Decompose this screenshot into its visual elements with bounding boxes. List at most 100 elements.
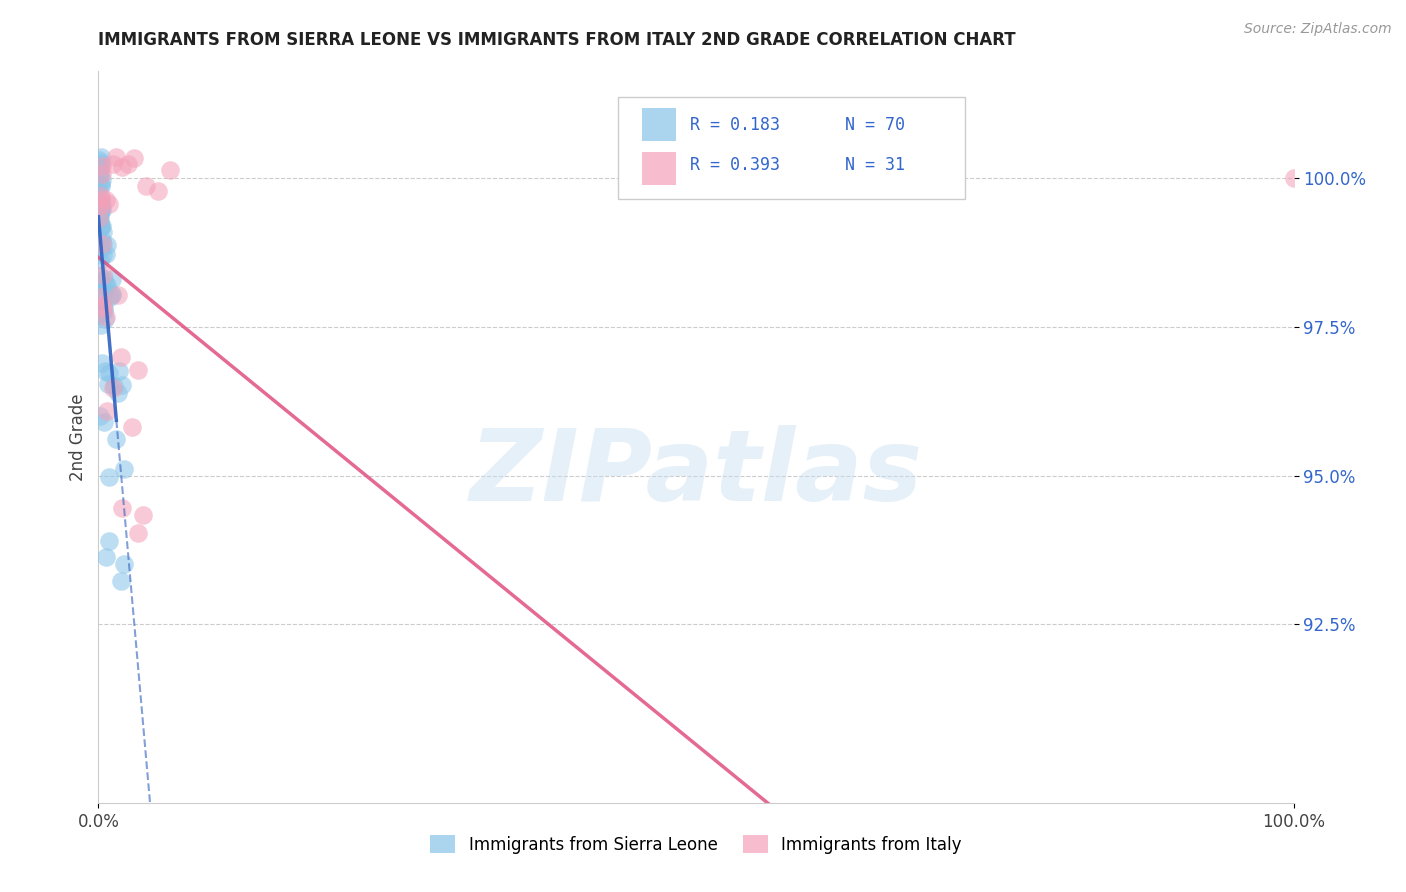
Text: Source: ZipAtlas.com: Source: ZipAtlas.com xyxy=(1244,22,1392,37)
Text: IMMIGRANTS FROM SIERRA LEONE VS IMMIGRANTS FROM ITALY 2ND GRADE CORRELATION CHAR: IMMIGRANTS FROM SIERRA LEONE VS IMMIGRAN… xyxy=(98,31,1017,49)
Point xyxy=(87,153,110,167)
Point xyxy=(89,290,111,304)
Point xyxy=(90,167,112,181)
Point xyxy=(87,196,110,211)
Point xyxy=(100,287,122,301)
Point xyxy=(105,150,128,164)
Point xyxy=(94,549,117,564)
Point xyxy=(89,268,111,283)
Point xyxy=(90,193,112,207)
Point xyxy=(87,310,110,324)
Point xyxy=(90,156,112,170)
Point xyxy=(159,163,181,178)
Point xyxy=(90,219,112,234)
Point xyxy=(104,432,127,446)
Point xyxy=(117,157,139,171)
Point xyxy=(89,159,111,173)
Point xyxy=(91,219,114,233)
Point xyxy=(111,501,134,516)
Point xyxy=(96,278,118,293)
Point xyxy=(97,534,120,549)
Point xyxy=(91,268,114,282)
Point xyxy=(87,210,110,224)
Point xyxy=(107,364,129,378)
Point xyxy=(93,272,115,286)
Point xyxy=(94,364,117,378)
Point xyxy=(96,238,118,252)
Point xyxy=(89,166,111,180)
Point xyxy=(124,151,146,165)
Point xyxy=(89,207,111,221)
Point xyxy=(87,182,110,196)
Text: ZIPatlas: ZIPatlas xyxy=(470,425,922,522)
FancyBboxPatch shape xyxy=(643,152,676,185)
Point xyxy=(90,188,112,202)
Point xyxy=(91,225,114,239)
Point xyxy=(1282,171,1305,186)
Point xyxy=(87,211,110,225)
Point xyxy=(89,252,111,267)
Point xyxy=(91,306,114,320)
Point xyxy=(89,159,111,173)
Point xyxy=(110,574,132,588)
Y-axis label: 2nd Grade: 2nd Grade xyxy=(69,393,87,481)
Point xyxy=(103,379,125,393)
Point xyxy=(98,470,121,484)
Text: N = 31: N = 31 xyxy=(845,156,905,174)
Point xyxy=(94,247,117,261)
Point xyxy=(91,236,114,251)
Point xyxy=(90,318,112,332)
Text: N = 70: N = 70 xyxy=(845,116,905,134)
Point xyxy=(93,301,115,315)
Point xyxy=(135,179,157,194)
Point xyxy=(89,212,111,227)
Point xyxy=(90,159,112,173)
Point xyxy=(90,179,112,194)
Point xyxy=(90,178,112,192)
Point xyxy=(112,462,135,476)
Point xyxy=(112,557,135,571)
Text: R = 0.183: R = 0.183 xyxy=(690,116,780,134)
Point xyxy=(93,286,115,301)
Point xyxy=(111,161,134,175)
Point xyxy=(100,290,122,304)
Point xyxy=(94,310,117,324)
Point xyxy=(98,196,121,211)
Point xyxy=(91,298,114,312)
Point xyxy=(101,272,124,286)
Point xyxy=(89,243,111,257)
Point xyxy=(91,301,114,316)
FancyBboxPatch shape xyxy=(643,108,676,141)
Point xyxy=(87,276,110,290)
Point xyxy=(91,237,114,252)
Point xyxy=(87,211,110,225)
Point xyxy=(91,202,114,217)
Point xyxy=(90,193,112,207)
Point xyxy=(121,419,143,434)
Point xyxy=(103,381,125,395)
Point xyxy=(148,184,170,198)
Point xyxy=(93,312,115,326)
Point xyxy=(107,386,129,401)
Point xyxy=(127,525,149,540)
Point xyxy=(91,356,114,370)
Point xyxy=(93,415,115,429)
Point xyxy=(89,197,111,211)
Point xyxy=(90,219,112,234)
Point xyxy=(87,233,110,247)
Legend: Immigrants from Sierra Leone, Immigrants from Italy: Immigrants from Sierra Leone, Immigrants… xyxy=(423,829,969,860)
Point xyxy=(111,378,134,392)
Point xyxy=(90,173,112,187)
Point xyxy=(107,287,129,301)
Point xyxy=(97,376,120,391)
Point xyxy=(110,350,132,364)
Point xyxy=(131,508,153,522)
Point xyxy=(90,202,112,217)
Point xyxy=(96,278,118,293)
Point xyxy=(90,197,112,211)
Point xyxy=(89,199,111,213)
Point xyxy=(89,294,111,309)
Point xyxy=(89,168,111,182)
Point xyxy=(89,201,111,215)
Point xyxy=(127,362,149,376)
